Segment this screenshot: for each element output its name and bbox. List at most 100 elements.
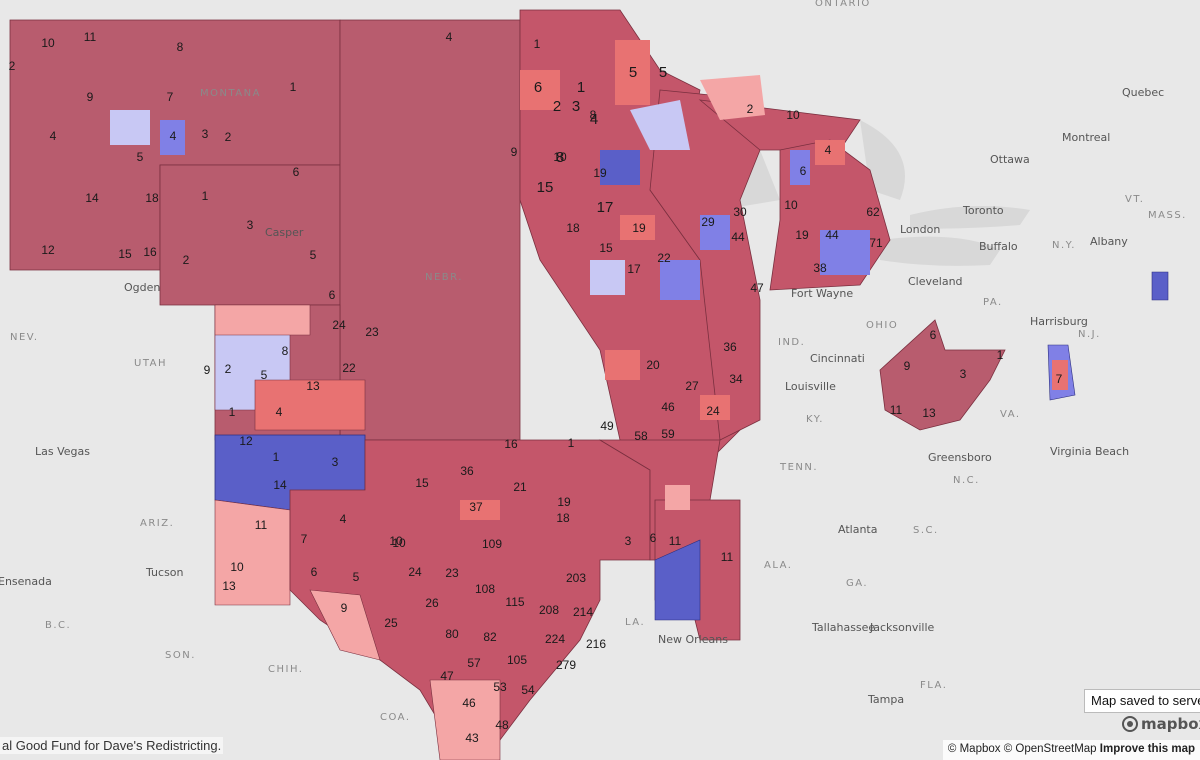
district-region — [159, 164, 341, 306]
district-region — [615, 40, 650, 105]
city-label: Buffalo — [979, 240, 1018, 253]
region-label: IND. — [778, 337, 805, 348]
district-label: 9 — [341, 601, 348, 615]
district-label: 15 — [415, 476, 429, 490]
district-label: 216 — [586, 637, 606, 651]
city-label: Tampa — [867, 693, 904, 706]
city-label: New Orleans — [658, 633, 728, 646]
district-label: 5 — [659, 64, 667, 81]
district-label: 15 — [599, 241, 613, 255]
improve-map-link[interactable]: Improve this map — [1099, 743, 1195, 755]
district-label: 4 — [50, 129, 57, 143]
city-label: Jacksonville — [869, 621, 935, 634]
district-label: 13 — [222, 579, 236, 593]
district-label: 17 — [627, 262, 641, 276]
district-label: 30 — [733, 205, 747, 219]
district-regions[interactable] — [9, 9, 1169, 760]
credit-text: al Good Fund for Dave's Redistricting. — [0, 737, 224, 754]
district-region — [460, 500, 500, 520]
osm-attribution-link[interactable]: © OpenStreetMap — [1003, 743, 1097, 755]
district-label: 18 — [566, 221, 580, 235]
district-label: 10 — [553, 150, 567, 164]
region-label: KY. — [806, 414, 824, 425]
district-label: 21 — [513, 480, 527, 494]
region-label: NEV. — [10, 332, 39, 343]
district-label: 8 — [282, 344, 289, 358]
district-label: 6 — [329, 288, 336, 302]
district-region — [665, 485, 690, 510]
district-label: 26 — [425, 596, 439, 610]
region-label: FLA. — [920, 680, 947, 691]
district-label: 4 — [825, 143, 832, 157]
district-label: 4 — [446, 30, 453, 44]
district-label: 9 — [87, 90, 94, 104]
region-label: MASS. — [1148, 210, 1187, 221]
district-label: 3 — [572, 98, 580, 115]
district-label: 62 — [866, 205, 880, 219]
city-label: Fort Wayne — [791, 287, 853, 300]
district-label: 13 — [922, 406, 936, 420]
district-label: 9 — [511, 145, 518, 159]
region-label: MONTANA — [200, 88, 261, 99]
district-region — [879, 319, 1006, 431]
district-region — [600, 150, 640, 185]
district-label: 25 — [384, 616, 398, 630]
district-region — [660, 260, 700, 300]
mapbox-icon — [1122, 716, 1138, 732]
district-region — [790, 150, 810, 185]
district-label: 19 — [557, 495, 571, 509]
city-label: Cleveland — [908, 275, 963, 288]
district-label: 10 — [389, 534, 403, 548]
district-region — [214, 499, 291, 606]
district-label: 208 — [539, 603, 559, 617]
district-label: 2 — [183, 253, 190, 267]
region-label: PA. — [983, 297, 1003, 308]
district-label: 22 — [342, 361, 356, 375]
city-label: Tallahassee — [811, 621, 875, 634]
district-region — [520, 70, 560, 110]
district-label: 3 — [960, 367, 967, 381]
district-label: 49 — [600, 419, 614, 433]
mapbox-attribution-link[interactable]: © Mapbox — [947, 743, 1001, 755]
region-label: B.C. — [45, 620, 71, 631]
district-label: 16 — [504, 437, 518, 451]
city-labels: Quebec Montreal Ottawa Toronto London Bu… — [0, 86, 1164, 706]
district-label: 27 — [685, 379, 699, 393]
district-label: 29 — [701, 215, 715, 229]
city-label: Toronto — [962, 204, 1004, 217]
city-label: Tucson — [145, 566, 184, 579]
basemap-labels: ONTARIO MONTANA NEBR. OHIO IND. KY. TENN… — [10, 0, 1187, 723]
district-label: 46 — [462, 696, 476, 710]
district-number-labels: 10 11 8 2 1 7 9 4 3 2 5 6 14 18 12 15 16… — [9, 30, 1063, 745]
district-label: 108 — [475, 582, 495, 596]
region-label: VA. — [1000, 409, 1021, 420]
city-label: Virginia Beach — [1050, 445, 1129, 458]
city-label: London — [900, 223, 940, 236]
district-label: 105 — [507, 653, 527, 667]
district-region — [620, 215, 655, 240]
city-label: Albany — [1090, 235, 1128, 248]
district-label: 19 — [632, 221, 646, 235]
district-label: 10 — [784, 198, 798, 212]
district-label: 1 — [273, 450, 280, 464]
district-label: 59 — [661, 427, 675, 441]
district-label: 11 — [890, 403, 903, 417]
district-label: 3 — [625, 534, 632, 548]
district-label: 22 — [657, 251, 671, 265]
mapbox-logo[interactable]: mapbox — [1122, 714, 1200, 734]
city-label: Casper — [265, 226, 304, 239]
district-region — [339, 19, 521, 441]
district-label: 3 — [247, 218, 254, 232]
district-region — [160, 120, 185, 155]
district-label: 24 — [332, 318, 346, 332]
district-label: 24 — [408, 565, 422, 579]
district-label: 47 — [750, 281, 764, 295]
district-label: 71 — [869, 236, 883, 250]
region-label: TENN. — [779, 462, 818, 473]
district-label: 11 — [255, 518, 268, 532]
district-region — [700, 215, 730, 250]
district-label: 11 — [669, 534, 682, 548]
city-label: Louisville — [785, 380, 836, 393]
district-label: 16 — [143, 245, 157, 259]
